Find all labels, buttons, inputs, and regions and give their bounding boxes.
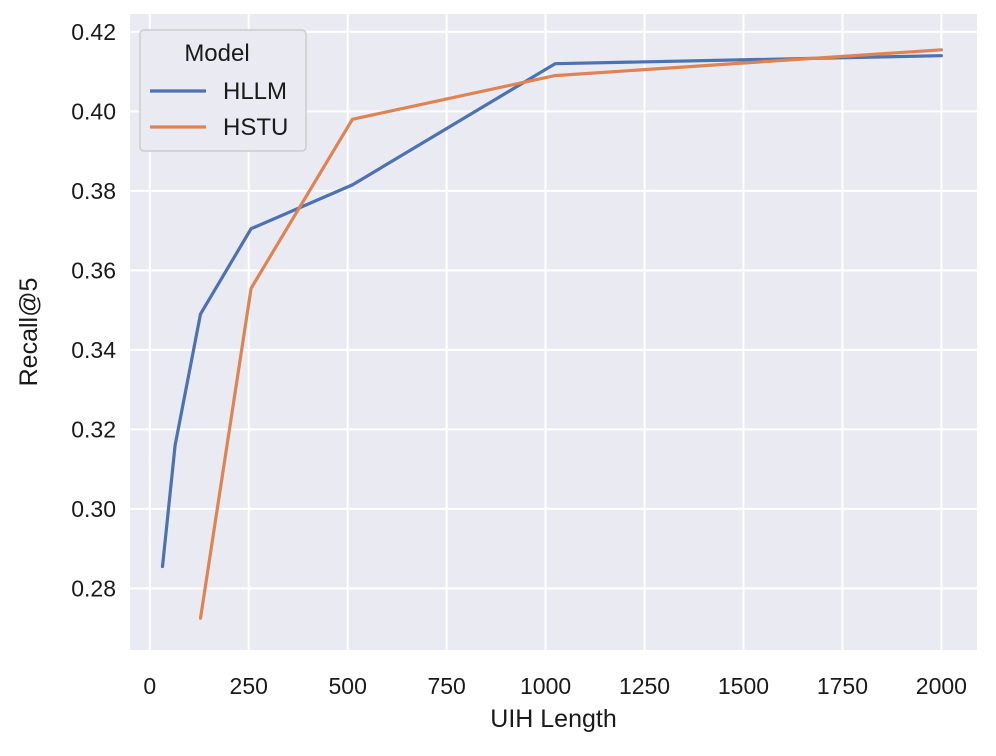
legend-title: Model xyxy=(184,40,249,67)
x-tick-label: 500 xyxy=(328,673,366,699)
y-tick-label: 0.36 xyxy=(71,257,116,283)
grid-lines xyxy=(130,14,977,650)
y-tick-label: 0.32 xyxy=(71,416,116,442)
x-tick-labels: 0 250 500 750 1000 1250 1500 1750 2000 xyxy=(143,673,967,699)
y-tick-labels: 0.28 0.30 0.32 0.34 0.36 0.38 0.40 0.42 xyxy=(71,19,116,602)
series-line-hstu xyxy=(198,48,944,620)
y-axis-label: Recall@5 xyxy=(15,278,43,387)
x-tick-label: 1000 xyxy=(520,673,571,699)
y-tick-label: 0.38 xyxy=(71,178,116,204)
legend-label-hllm: HLLM xyxy=(223,78,287,105)
x-tick-label: 1250 xyxy=(619,673,670,699)
y-tick-label: 0.34 xyxy=(71,337,116,363)
legend: Model HLLM HSTU xyxy=(139,29,307,152)
legend-items: HLLM HSTU xyxy=(150,78,288,141)
y-tick-label: 0.28 xyxy=(71,575,116,601)
x-tick-label: 2000 xyxy=(916,673,967,699)
x-tick-label: 750 xyxy=(427,673,465,699)
x-axis-label: UIH Length xyxy=(490,705,616,733)
y-tick-label: 0.40 xyxy=(71,98,116,124)
x-tick-label: 1750 xyxy=(817,673,868,699)
x-tick-label: 1500 xyxy=(718,673,769,699)
legend-box xyxy=(139,29,307,152)
legend-label-hstu: HSTU xyxy=(223,114,288,141)
series-line-hllm xyxy=(160,54,944,569)
series-lines xyxy=(160,48,944,620)
y-tick-label: 0.42 xyxy=(71,19,116,45)
x-tick-label: 0 xyxy=(143,673,156,699)
x-tick-label: 250 xyxy=(230,673,268,699)
y-tick-label: 0.30 xyxy=(71,496,116,522)
